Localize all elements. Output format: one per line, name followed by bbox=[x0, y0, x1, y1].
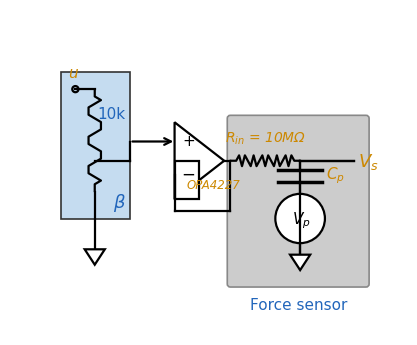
Polygon shape bbox=[85, 249, 105, 265]
Text: $V_s$: $V_s$ bbox=[358, 152, 379, 172]
Polygon shape bbox=[175, 122, 224, 199]
Text: $R_{in}$ = 10MΩ: $R_{in}$ = 10MΩ bbox=[224, 131, 306, 147]
FancyBboxPatch shape bbox=[227, 115, 369, 287]
Text: −: − bbox=[181, 166, 196, 184]
Text: Force sensor: Force sensor bbox=[249, 298, 347, 313]
Bar bbox=[175, 161, 199, 199]
Text: $V_p$: $V_p$ bbox=[292, 210, 311, 231]
Text: $\beta$: $\beta$ bbox=[113, 192, 126, 214]
Bar bbox=[61, 72, 130, 218]
Text: $C_p$: $C_p$ bbox=[326, 166, 344, 186]
Text: +: + bbox=[182, 134, 195, 149]
Text: $u$: $u$ bbox=[68, 67, 79, 81]
Text: OPA4227: OPA4227 bbox=[186, 179, 240, 192]
Polygon shape bbox=[290, 255, 310, 270]
Circle shape bbox=[275, 194, 325, 243]
Text: 10k: 10k bbox=[98, 107, 126, 122]
